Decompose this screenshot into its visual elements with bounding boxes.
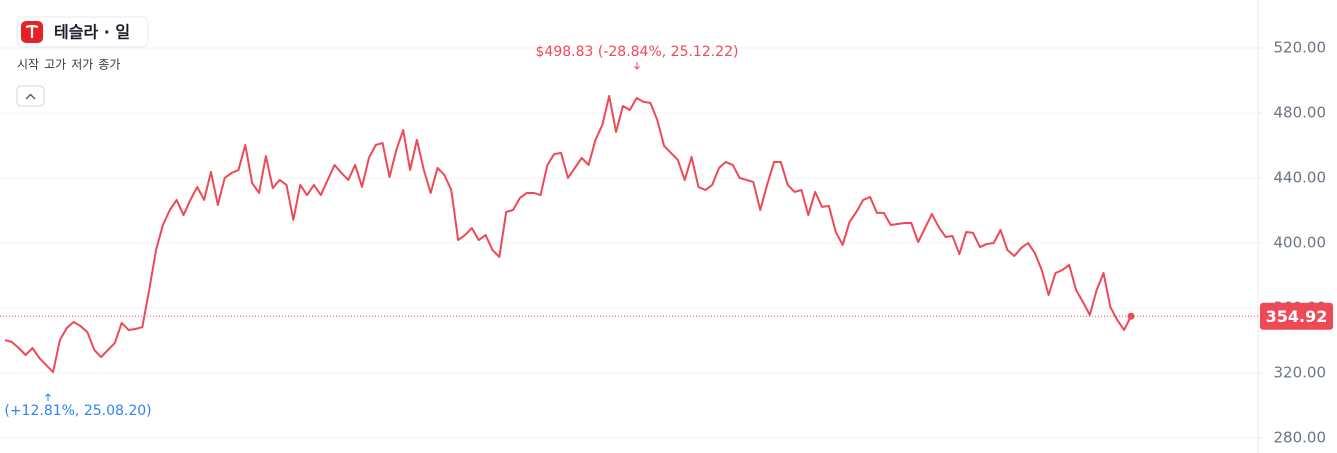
- collapse-button[interactable]: [16, 85, 45, 107]
- last-price-label: 354.92: [1266, 307, 1328, 326]
- logo-mark: [25, 24, 39, 38]
- title-box[interactable]: [16, 16, 149, 48]
- ohlc-legend: 시작 고가 저가 종가: [17, 58, 120, 72]
- high-arrow: [634, 62, 640, 70]
- y-tick-label: 320.00: [1274, 364, 1327, 382]
- y-tick-label: 520.00: [1274, 38, 1327, 56]
- y-tick-label: 400.00: [1274, 233, 1327, 251]
- collapse-icon: [25, 93, 36, 100]
- low-annotation: (+12.81%, 25.08.20): [4, 403, 151, 419]
- ohlc-label: 시작: [17, 58, 39, 72]
- y-tick-label: 480.00: [1274, 103, 1327, 121]
- y-tick-label: 280.00: [1274, 429, 1327, 447]
- price-line: [4, 94, 1132, 374]
- low-arrow: [45, 393, 51, 401]
- last-point: [1127, 312, 1135, 320]
- y-axis: 280.00320.00360.00400.00440.00480.00520.…: [1258, 38, 1333, 447]
- y-tick-label: 440.00: [1274, 168, 1327, 186]
- last-price-box: [1260, 302, 1333, 330]
- high-annotation: $498.83 (-28.84%, 25.12.22): [536, 44, 739, 60]
- chart-title: 테슬라 · 일: [54, 23, 130, 42]
- ohlc-label: 저가: [71, 58, 93, 72]
- ohlc-label: 고가: [44, 58, 66, 72]
- ohlc-label: 종가: [98, 58, 120, 72]
- plot: [0, 94, 1258, 374]
